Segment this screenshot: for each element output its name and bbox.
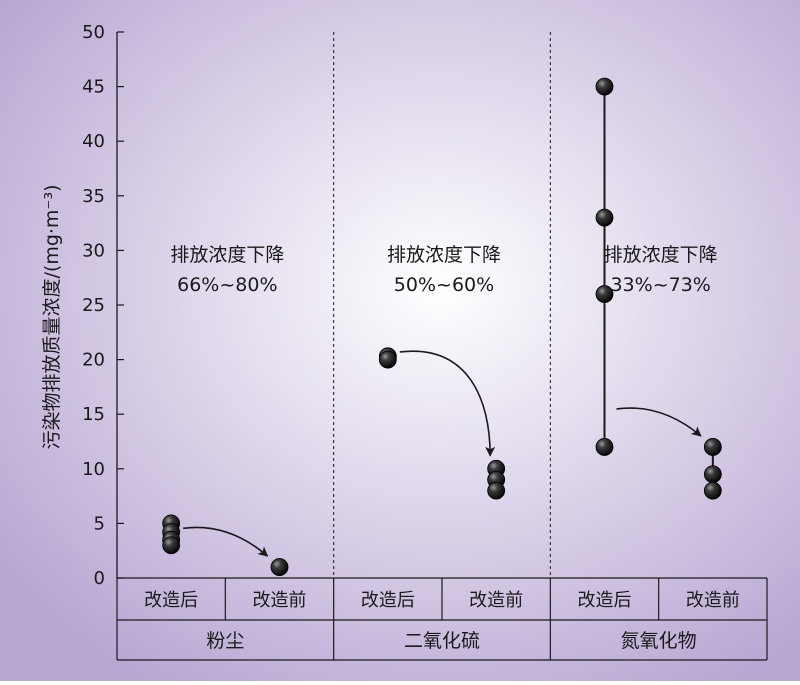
y-tick-label: 5 bbox=[94, 513, 105, 534]
annotation-title: 排放浓度下降 bbox=[170, 244, 284, 266]
annotation-range: 33%~73% bbox=[610, 274, 710, 296]
y-tick-label: 20 bbox=[82, 350, 105, 371]
y-tick-label: 50 bbox=[82, 22, 105, 43]
subgroup-label: 改造前 bbox=[253, 590, 307, 611]
data-point bbox=[703, 438, 722, 456]
annotation-range: 66%~80% bbox=[177, 274, 277, 296]
data-point bbox=[595, 438, 614, 456]
y-tick-label: 25 bbox=[82, 295, 105, 316]
data-point bbox=[703, 481, 722, 500]
data-point bbox=[487, 481, 506, 500]
trend-arrow bbox=[399, 350, 496, 457]
data-point bbox=[595, 285, 614, 303]
data-point bbox=[595, 208, 614, 227]
group-label: 氮氧化物 bbox=[621, 630, 697, 652]
group-label: 二氧化硫 bbox=[404, 630, 480, 652]
subgroup-label: 改造后 bbox=[361, 590, 415, 611]
data-point bbox=[703, 465, 722, 484]
subgroup-label: 改造前 bbox=[686, 590, 740, 611]
data-point bbox=[595, 77, 614, 96]
y-tick-label: 30 bbox=[82, 240, 105, 261]
data-point bbox=[270, 558, 289, 576]
y-tick-label: 35 bbox=[82, 186, 105, 207]
data-point bbox=[162, 536, 181, 555]
y-tick-label: 0 bbox=[94, 568, 105, 589]
subgroup-label: 改造后 bbox=[144, 590, 198, 611]
subgroup-label: 改造后 bbox=[578, 590, 632, 611]
annotation-title: 排放浓度下降 bbox=[604, 244, 718, 266]
y-tick-label: 10 bbox=[82, 459, 105, 480]
annotation-range: 50%~60% bbox=[394, 274, 494, 296]
trend-arrow bbox=[616, 407, 702, 437]
data-point bbox=[378, 350, 397, 369]
trend-arrow bbox=[183, 526, 269, 557]
subgroup-label: 改造前 bbox=[469, 590, 523, 611]
y-tick-label: 40 bbox=[82, 131, 105, 152]
y-tick-label: 15 bbox=[82, 404, 105, 425]
y-axis-title: 污染物排放质量浓度/(mg·m⁻³) bbox=[41, 185, 63, 450]
group-label: 粉尘 bbox=[206, 630, 244, 652]
y-tick-label: 45 bbox=[82, 77, 105, 98]
annotation-title: 排放浓度下降 bbox=[387, 244, 501, 266]
